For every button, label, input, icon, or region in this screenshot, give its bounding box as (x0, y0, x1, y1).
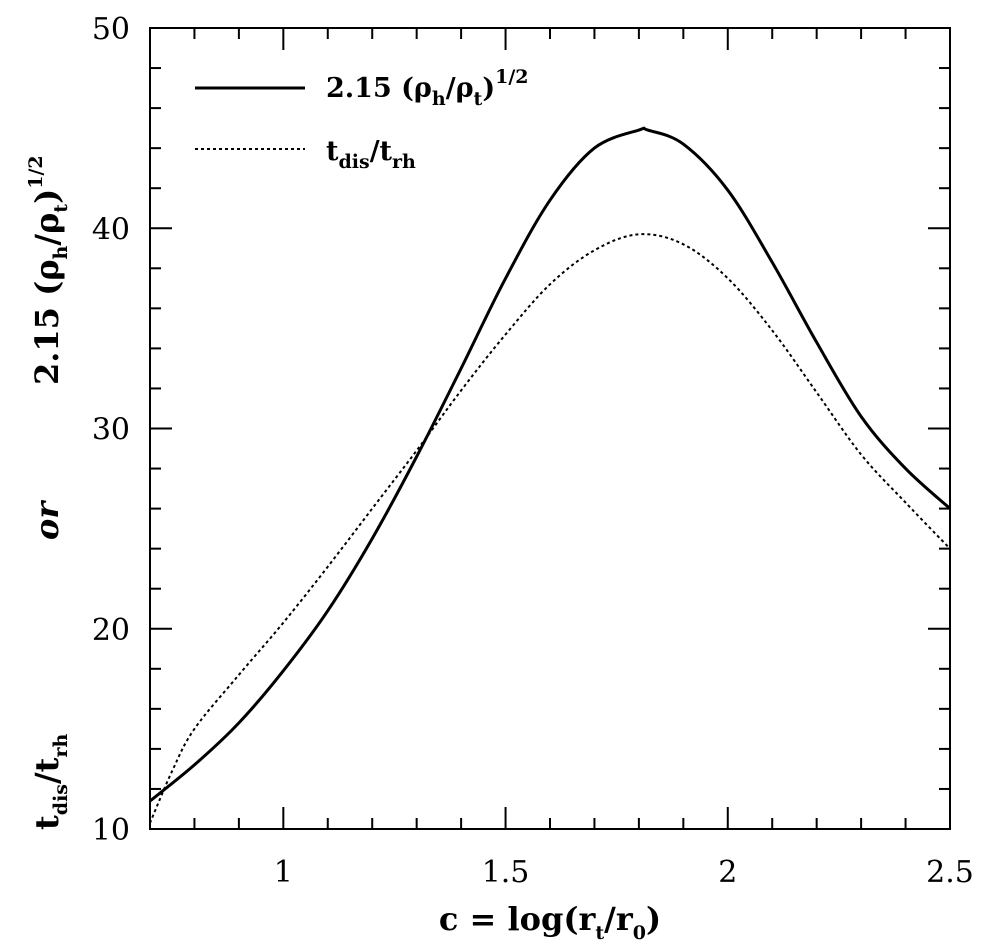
y-tick-label: 10 (92, 813, 130, 848)
series-line-solid (149, 126, 952, 803)
svg-text:tdis/trh: tdis/trh (28, 734, 72, 830)
y-tick-label: 50 (92, 12, 130, 47)
legend-solid-label: 2.15 (ρh/ρt)1/2 (326, 66, 529, 110)
y-title-or: or (28, 500, 66, 540)
x-tick-label: 1.5 (482, 855, 530, 890)
y-tick-label: 30 (92, 413, 130, 448)
y-title-top: 2.15 (ρh/ρt)1/2 (25, 155, 72, 385)
x-tick-label: 2.5 (926, 855, 974, 890)
y-title-bottom: t (28, 815, 66, 830)
x-tick-label: 1 (274, 855, 293, 890)
y-tick-label: 20 (92, 613, 130, 648)
legend: 2.15 (ρh/ρt)1/2 tdis/trh (195, 66, 529, 173)
x-axis-title: c = log(rt/r0) (439, 900, 661, 944)
x-tick-label: 2 (718, 855, 737, 890)
legend-dotted-label: tdis/trh (326, 136, 416, 173)
series-layer (149, 126, 952, 824)
tick-labels: 1 1.5 2 2.5 10 20 30 40 50 (92, 12, 974, 890)
y-axis-title: tdis/trh or 2.15 (ρh/ρt)1/2 (25, 155, 72, 830)
y-tick-label: 40 (92, 212, 130, 247)
plot-frame (149, 27, 951, 830)
series-line-dotted (149, 233, 951, 824)
